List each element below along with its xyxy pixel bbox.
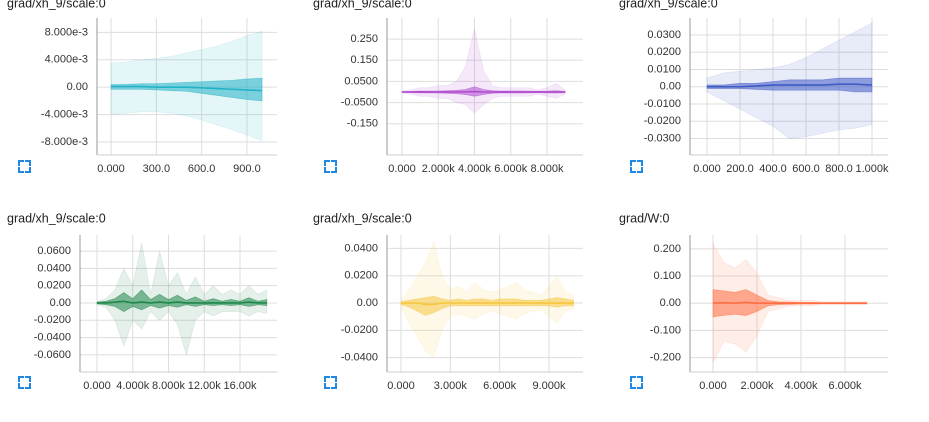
y-tick-label: -0.0100 (644, 98, 681, 110)
y-tick-label: -0.0200 (34, 314, 71, 326)
y-tick-label: -0.0200 (341, 324, 378, 336)
x-tick-label: 8.000k (530, 163, 564, 175)
median-line (111, 85, 263, 92)
chart-panel: grad/xh_9/scale:0 0.250 0.150 0.0500 -0.0500… (313, 0, 583, 175)
y-tick-label: -0.0600 (34, 349, 71, 361)
median-line (96, 300, 267, 304)
y-tick-label: 0.0400 (344, 242, 378, 254)
y-tick-label: -0.200 (650, 351, 681, 363)
x-tick-label: 2.000k (740, 380, 774, 392)
expand-button[interactable] (630, 376, 643, 389)
x-tick-label: 12.00k (188, 380, 222, 392)
chart-title: grad/xh_9/scale:0 (313, 0, 412, 10)
y-tick-label: 0.0200 (647, 46, 681, 58)
y-tick-label: -0.150 (347, 118, 378, 130)
x-tick-label: 6.000k (494, 163, 528, 175)
inner-band (110, 77, 263, 102)
y-tick-label: -0.0300 (644, 132, 681, 144)
median-line (706, 83, 873, 88)
y-tick-label: 0.0300 (647, 29, 681, 41)
x-tick-label: 600.0 (792, 163, 820, 175)
x-tick-label: 16.00k (223, 380, 257, 392)
y-tick-label: 0.150 (350, 54, 378, 66)
y-tick-label: -0.100 (650, 324, 681, 336)
y-tick-label: 0.0200 (37, 280, 71, 292)
x-tick-label: 4.000k (784, 380, 818, 392)
x-tick-label: 300.0 (143, 163, 171, 175)
y-tick-label: -0.0500 (341, 96, 378, 108)
x-tick-label: 900.0 (233, 163, 261, 175)
chart-title: grad/xh_9/scale:0 (7, 0, 106, 10)
expand-button[interactable] (630, 160, 643, 173)
expand-button[interactable] (324, 160, 337, 173)
expand-button[interactable] (18, 376, 31, 389)
y-tick-label: 0.200 (653, 243, 681, 255)
x-tick-label: 4.000k (458, 163, 492, 175)
y-tick-label: 8.000e-3 (45, 26, 88, 38)
y-tick-label: 0.00 (660, 297, 681, 309)
median-line (712, 301, 867, 305)
y-tick-label: 0.100 (653, 270, 681, 282)
y-tick-label: 0.0400 (37, 262, 71, 274)
x-tick-label: 0.000 (387, 380, 415, 392)
median-line (400, 302, 574, 306)
chart-title: grad/xh_9/scale:0 (7, 211, 106, 225)
x-tick-label: 200.0 (726, 163, 754, 175)
chart-title: grad/W:0 (619, 211, 670, 225)
x-tick-label: 1.000k (855, 163, 889, 175)
y-tick-label: 4.000e-3 (45, 54, 88, 66)
x-tick-label: 6.000k (483, 380, 517, 392)
chart-title: grad/xh_9/scale:0 (619, 0, 718, 10)
inner-band (400, 295, 575, 316)
y-tick-label: 0.0100 (647, 63, 681, 75)
x-tick-label: 3.000k (434, 380, 468, 392)
y-tick-label: 0.0200 (344, 270, 378, 282)
x-tick-label: 0.000 (83, 380, 111, 392)
x-tick-label: 4.000k (116, 380, 150, 392)
y-tick-label: -0.0400 (341, 352, 378, 364)
x-tick-label: 0.000 (388, 163, 416, 175)
chart-panel: grad/xh_9/scale:0 8.000e-3 4.000e-3 0.00 -4.… (7, 0, 277, 175)
x-tick-label: 6.000k (828, 380, 862, 392)
y-tick-label: -0.0400 (34, 331, 71, 343)
x-tick-label: 0.000 (699, 380, 727, 392)
x-tick-label: 9.000k (532, 380, 566, 392)
chart-panel: grad/xh_9/scale:0 0.0300 0.0200 0.0100 0.00 -… (619, 0, 889, 175)
chart-title: grad/xh_9/scale:0 (313, 211, 412, 225)
chart-panel: grad/xh_9/scale:0 0.0600 0.0400 0.0200 0.00 -… (7, 211, 277, 392)
y-tick-label: 0.00 (67, 81, 88, 93)
y-tick-label: 0.00 (660, 81, 681, 93)
y-tick-label: 0.0600 (37, 245, 71, 257)
x-tick-label: 0.000 (97, 163, 125, 175)
y-tick-label: 0.250 (350, 33, 378, 45)
outer-band (401, 28, 566, 114)
y-tick-label: 0.00 (357, 297, 378, 309)
x-tick-label: 8.000k (152, 380, 186, 392)
x-tick-label: 0.000 (693, 163, 721, 175)
x-tick-label: 800.0 (825, 163, 853, 175)
y-tick-label: -0.0200 (644, 115, 681, 127)
y-tick-label: 0.00 (50, 297, 71, 309)
expand-button[interactable] (18, 160, 31, 173)
chart-panel: grad/xh_9/scale:0 0.0400 0.0200 0.00 -0.0200… (313, 211, 583, 392)
expand-button[interactable] (324, 376, 337, 389)
x-tick-label: 2.000k (422, 163, 456, 175)
y-tick-label: 0.0500 (344, 75, 378, 87)
x-tick-label: 600.0 (188, 163, 216, 175)
y-tick-label: -8.000e-3 (41, 136, 88, 148)
inner-band (96, 289, 268, 313)
y-tick-label: -4.000e-3 (41, 108, 88, 120)
x-tick-label: 400.0 (759, 163, 787, 175)
chart-panel: grad/W:0 0.200 0.100 0.00 -0.100 -0.200 0.000 2… (619, 211, 888, 392)
